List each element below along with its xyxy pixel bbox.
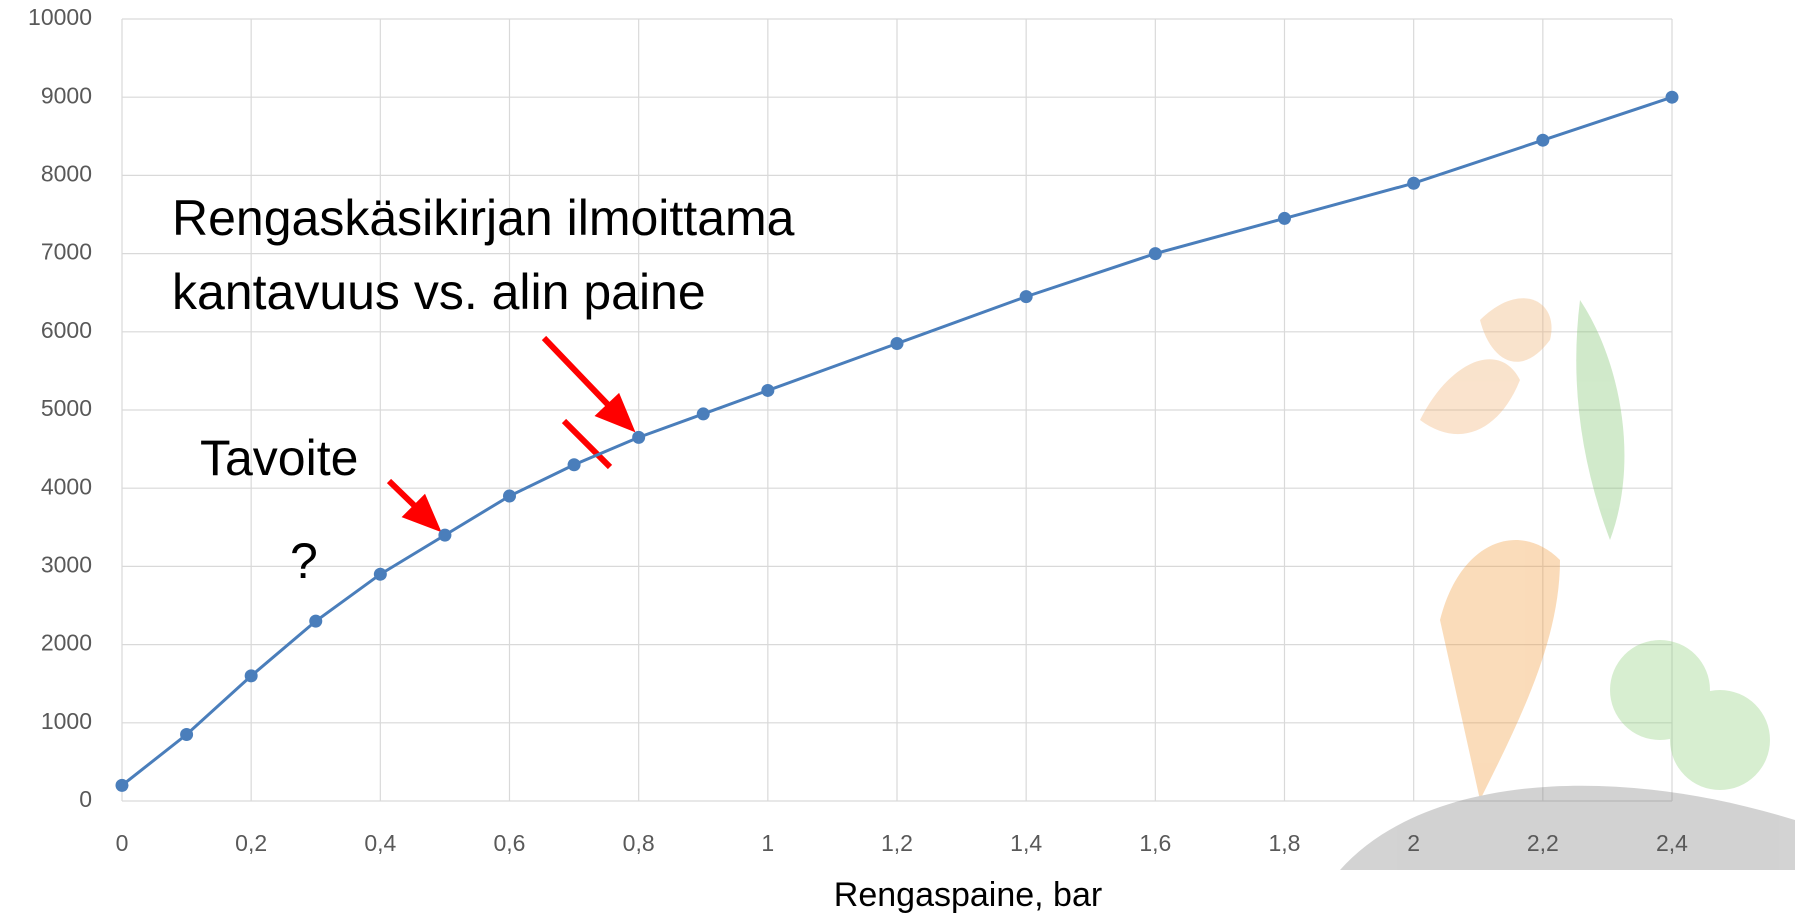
y-tick-label: 7000 — [41, 239, 92, 265]
y-tick-label: 3000 — [41, 551, 92, 577]
point — [116, 779, 129, 792]
x-tick-label: 2,2 — [1527, 830, 1559, 856]
x-tick-label: 0 — [116, 830, 129, 856]
point — [438, 529, 451, 542]
point — [891, 337, 904, 350]
x-tick-label: 1,4 — [1010, 830, 1042, 856]
x-tick-label: 2 — [1407, 830, 1420, 856]
point — [1278, 212, 1291, 225]
annotation: kantavuus vs. alin paine — [172, 264, 706, 320]
y-tick-label: 10000 — [28, 4, 92, 30]
x-tick-label: 0,8 — [623, 830, 655, 856]
x-tick-label: 0,6 — [494, 830, 526, 856]
annotation: ? — [290, 533, 318, 589]
x-tick-label: 0,2 — [235, 830, 267, 856]
point — [245, 669, 258, 682]
point — [309, 615, 322, 628]
x-tick-label: 1,2 — [881, 830, 913, 856]
y-tick-label: 0 — [79, 786, 92, 812]
point — [374, 568, 387, 581]
point — [503, 490, 516, 503]
point — [1536, 134, 1549, 147]
x-tick-label: 0,4 — [364, 830, 396, 856]
arrow — [544, 338, 615, 412]
point — [761, 384, 774, 397]
point — [180, 728, 193, 741]
x-tick-label: 1,6 — [1139, 830, 1171, 856]
y-tick-label: 4000 — [41, 473, 92, 499]
y-tick-label: 1000 — [41, 708, 92, 734]
x-axis-title: Rengaspaine, bar — [834, 876, 1102, 914]
y-tick-label: 5000 — [41, 395, 92, 421]
page: Rengaskäsikirjan ilmoittama kantavuus vs… — [0, 0, 1795, 923]
y-tick-label: 8000 — [41, 160, 92, 186]
point — [632, 431, 645, 444]
y-tick-label: 2000 — [41, 630, 92, 656]
point — [1407, 177, 1420, 190]
y-tick-label: 6000 — [41, 317, 92, 343]
annotation: Rengaskäsikirjan ilmoittama — [172, 190, 795, 246]
point — [1020, 290, 1033, 303]
point — [1666, 91, 1679, 104]
point — [697, 407, 710, 420]
y-tick-label: 9000 — [41, 82, 92, 108]
x-tick-label: 1,8 — [1269, 830, 1301, 856]
point — [568, 458, 581, 471]
x-tick-label: 1 — [761, 830, 774, 856]
background-logo — [1340, 298, 1795, 870]
annotation: Tavoite — [200, 430, 358, 486]
point — [1149, 247, 1162, 260]
chart: Rengaskäsikirjan ilmoittama kantavuus vs… — [0, 0, 1795, 923]
x-tick-label: 2,4 — [1656, 830, 1688, 856]
